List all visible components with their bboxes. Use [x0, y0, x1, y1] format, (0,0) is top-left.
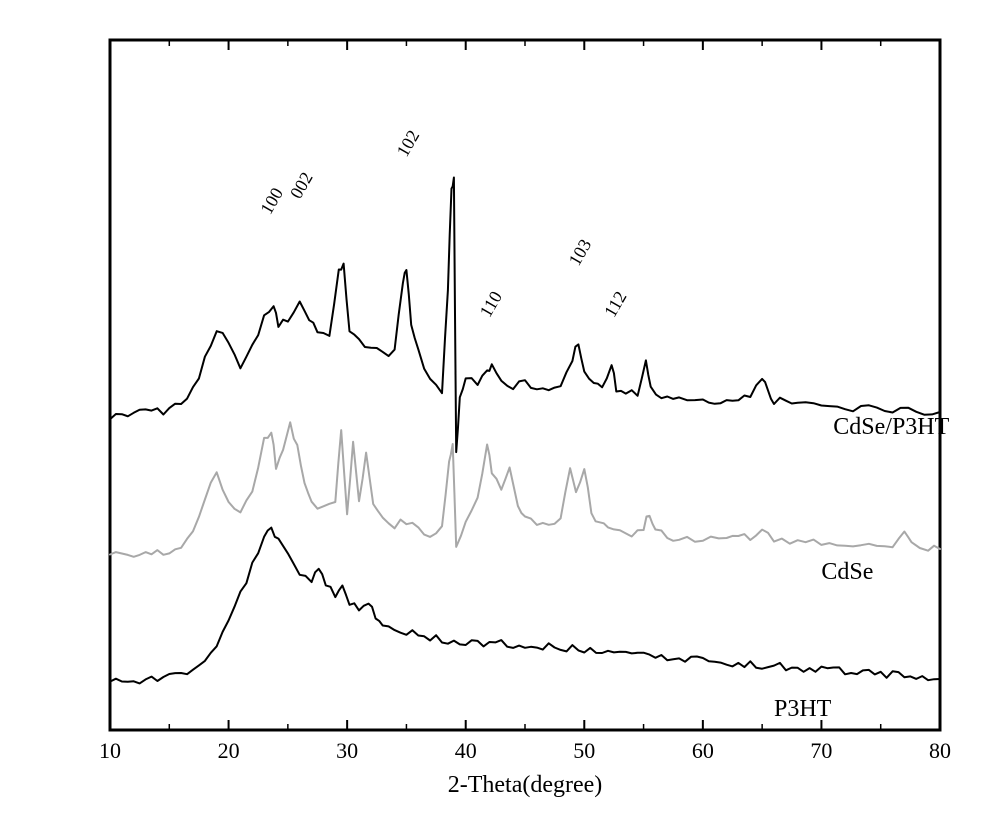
x-tick-label: 20: [218, 738, 240, 763]
x-tick-label: 10: [99, 738, 121, 763]
x-tick-label: 60: [692, 738, 714, 763]
x-tick-label: 80: [929, 738, 951, 763]
series-label-cdse_p3ht: CdSe/P3HT: [833, 414, 949, 440]
series-label-p3ht: P3HT: [774, 696, 832, 722]
x-tick-label: 70: [810, 738, 832, 763]
plot-area: [110, 40, 940, 730]
series-label-cdse: CdSe: [821, 559, 873, 585]
x-tick-label: 30: [336, 738, 358, 763]
xrd-chart: 10 20 30 40 50 60 70 80 2-Theta(degree) CdSe/P3HT…: [20, 10, 980, 810]
x-axis-label: 2-Theta(degree): [448, 772, 603, 798]
x-tick-label: 50: [573, 738, 595, 763]
x-tick-label: 40: [455, 738, 477, 763]
